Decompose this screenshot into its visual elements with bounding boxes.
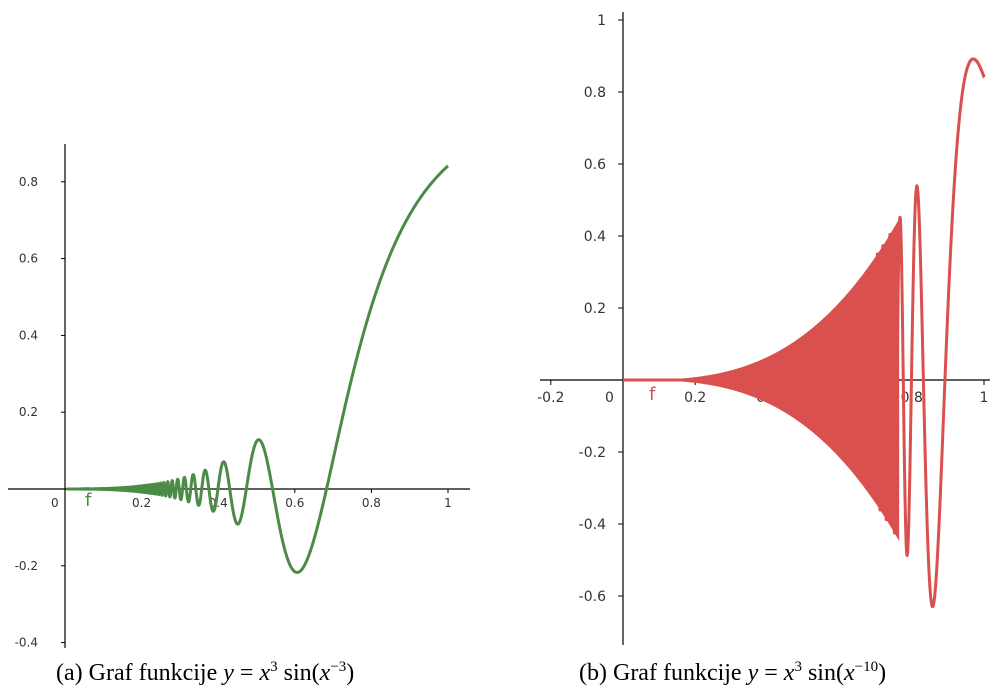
y-tick-label-a: 0.6 bbox=[19, 252, 38, 266]
caption-b-suffix: ) bbox=[878, 660, 887, 686]
caption-b-mid: sin( bbox=[801, 660, 844, 686]
x-tick-label-a: 0.2 bbox=[132, 496, 151, 510]
y-tick-label-a: -0.2 bbox=[15, 559, 38, 573]
chart-b: -0.200.20.40.60.81-0.6-0.4-0.20.20.40.60… bbox=[537, 12, 990, 645]
x-tick-label-a: 0.6 bbox=[285, 496, 304, 510]
x-tick-label-b: 0.2 bbox=[684, 390, 706, 406]
caption-b: (b) Graf funkcije y = x3 sin(x−10) bbox=[579, 659, 887, 687]
series-f-band-b bbox=[623, 218, 900, 542]
y-tick-label-b: 0.8 bbox=[584, 85, 606, 101]
caption-a-prefix: (a) Graf funkcije bbox=[56, 660, 224, 686]
x-tick-label-b: 0 bbox=[605, 390, 614, 406]
y-tick-label-b: -0.2 bbox=[579, 445, 606, 461]
caption-a-suffix: ) bbox=[346, 660, 355, 686]
x-tick-label-a: 1 bbox=[444, 496, 452, 510]
y-tick-label-b: 1 bbox=[597, 13, 606, 29]
x-tick-label-a: 0 bbox=[51, 496, 59, 510]
y-tick-label-a: -0.4 bbox=[15, 636, 38, 650]
caption-b-var: y bbox=[747, 660, 759, 686]
y-tick-label-b: 0.2 bbox=[584, 301, 606, 317]
x-tick-label-a: 0.4 bbox=[209, 496, 228, 510]
caption-a-x2: x bbox=[319, 660, 331, 686]
caption-b-x2: x bbox=[843, 660, 855, 686]
y-tick-label-b: 0.6 bbox=[584, 157, 606, 173]
caption-a-exp1: 3 bbox=[270, 659, 278, 675]
x-tick-label-b: -0.2 bbox=[537, 390, 564, 406]
chart-a: 0 0.2 0.4 0.6 0.8 1 -0.4 -0.2 0.2 0.4 0.6 0.8 f bbox=[8, 144, 470, 650]
caption-b-prefix: (b) Graf funkcije bbox=[579, 660, 748, 686]
caption-a: (a) Graf funkcije y = x3 sin(x−3) bbox=[56, 659, 355, 687]
caption-b-eq: = bbox=[758, 660, 784, 686]
caption-a-mid: sin( bbox=[277, 660, 320, 686]
series-f-curve-a bbox=[65, 164, 450, 574]
y-tick-label-a: 0.2 bbox=[19, 405, 38, 419]
caption-a-exp2: −3 bbox=[330, 659, 347, 675]
y-tick-label-b: -0.6 bbox=[579, 589, 606, 605]
caption-a-var: y bbox=[223, 660, 234, 686]
series-f-line-b bbox=[874, 57, 986, 609]
caption-a-eq: = bbox=[233, 660, 260, 686]
x-tick-label-a: 0.8 bbox=[362, 496, 381, 510]
caption-b-exp2: −10 bbox=[854, 659, 879, 675]
y-tick-label-b: -0.4 bbox=[579, 517, 606, 533]
caption-a-x1: x bbox=[259, 660, 271, 686]
series-label-b: f bbox=[649, 384, 656, 405]
y-tick-label-a: 0.8 bbox=[19, 175, 38, 189]
y-tick-label-a: 0.4 bbox=[19, 328, 38, 342]
caption-b-exp1: 3 bbox=[794, 659, 802, 675]
series-label-a: f bbox=[85, 490, 92, 511]
series-f-curve-b bbox=[623, 57, 986, 609]
x-tick-label-b: 1 bbox=[980, 390, 989, 406]
y-tick-label-b: 0.4 bbox=[584, 229, 606, 245]
caption-b-x1: x bbox=[783, 660, 795, 686]
